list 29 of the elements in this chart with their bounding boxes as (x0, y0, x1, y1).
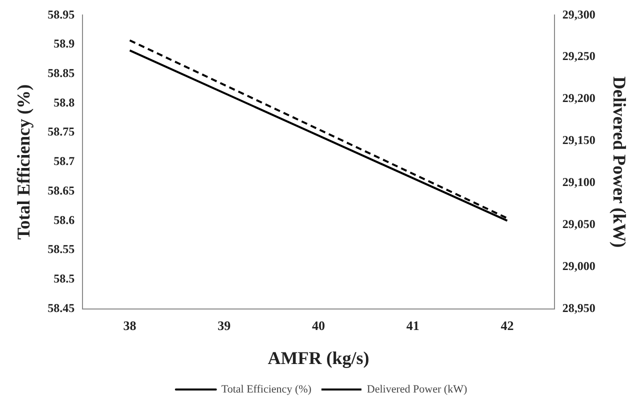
y-axis-title: Total Efficiency (%) (13, 84, 34, 240)
y-tick-label: 58.5 (54, 272, 75, 286)
x-tick-label: 42 (500, 318, 514, 333)
y-tick-label: 58.45 (48, 300, 75, 315)
legend-label: Delivered Power (kW) (366, 383, 468, 396)
y2-tick-label: 29,000 (562, 258, 596, 273)
y-tick-label: 58.75 (48, 124, 75, 139)
legend-label: Total Efficiency (%) (221, 383, 312, 396)
y2-tick-label: 29,150 (562, 133, 596, 148)
x-tick-label: 38 (123, 318, 137, 333)
y-tick-label: 58.65 (48, 183, 75, 198)
x-tick-label: 39 (218, 318, 232, 333)
x-axis-title: AMFR (kg/s) (268, 348, 370, 368)
y-tick-label: 58.6 (54, 212, 75, 227)
y2-tick-label: 29,100 (562, 175, 596, 190)
x-tick-label: 41 (406, 318, 420, 333)
y2-tick-label: 29,300 (562, 7, 596, 22)
x-tick-label: 40 (312, 318, 325, 333)
y-tick-label: 58.55 (48, 242, 75, 256)
y2-tick-label: 29,050 (562, 217, 596, 232)
y-tick-label: 58.8 (54, 95, 75, 110)
y-tick-label: 58.95 (48, 7, 75, 22)
y-tick-label: 58.7 (54, 154, 75, 168)
y2-tick-label: 29,250 (562, 49, 596, 64)
y2-tick-label: 29,200 (562, 91, 596, 106)
y2-axis-title: Delivered Power (kW) (610, 76, 630, 248)
y-tick-label: 58.9 (54, 36, 75, 51)
y-tick-label: 58.85 (48, 66, 75, 80)
y2-tick-label: 28,950 (562, 300, 596, 315)
